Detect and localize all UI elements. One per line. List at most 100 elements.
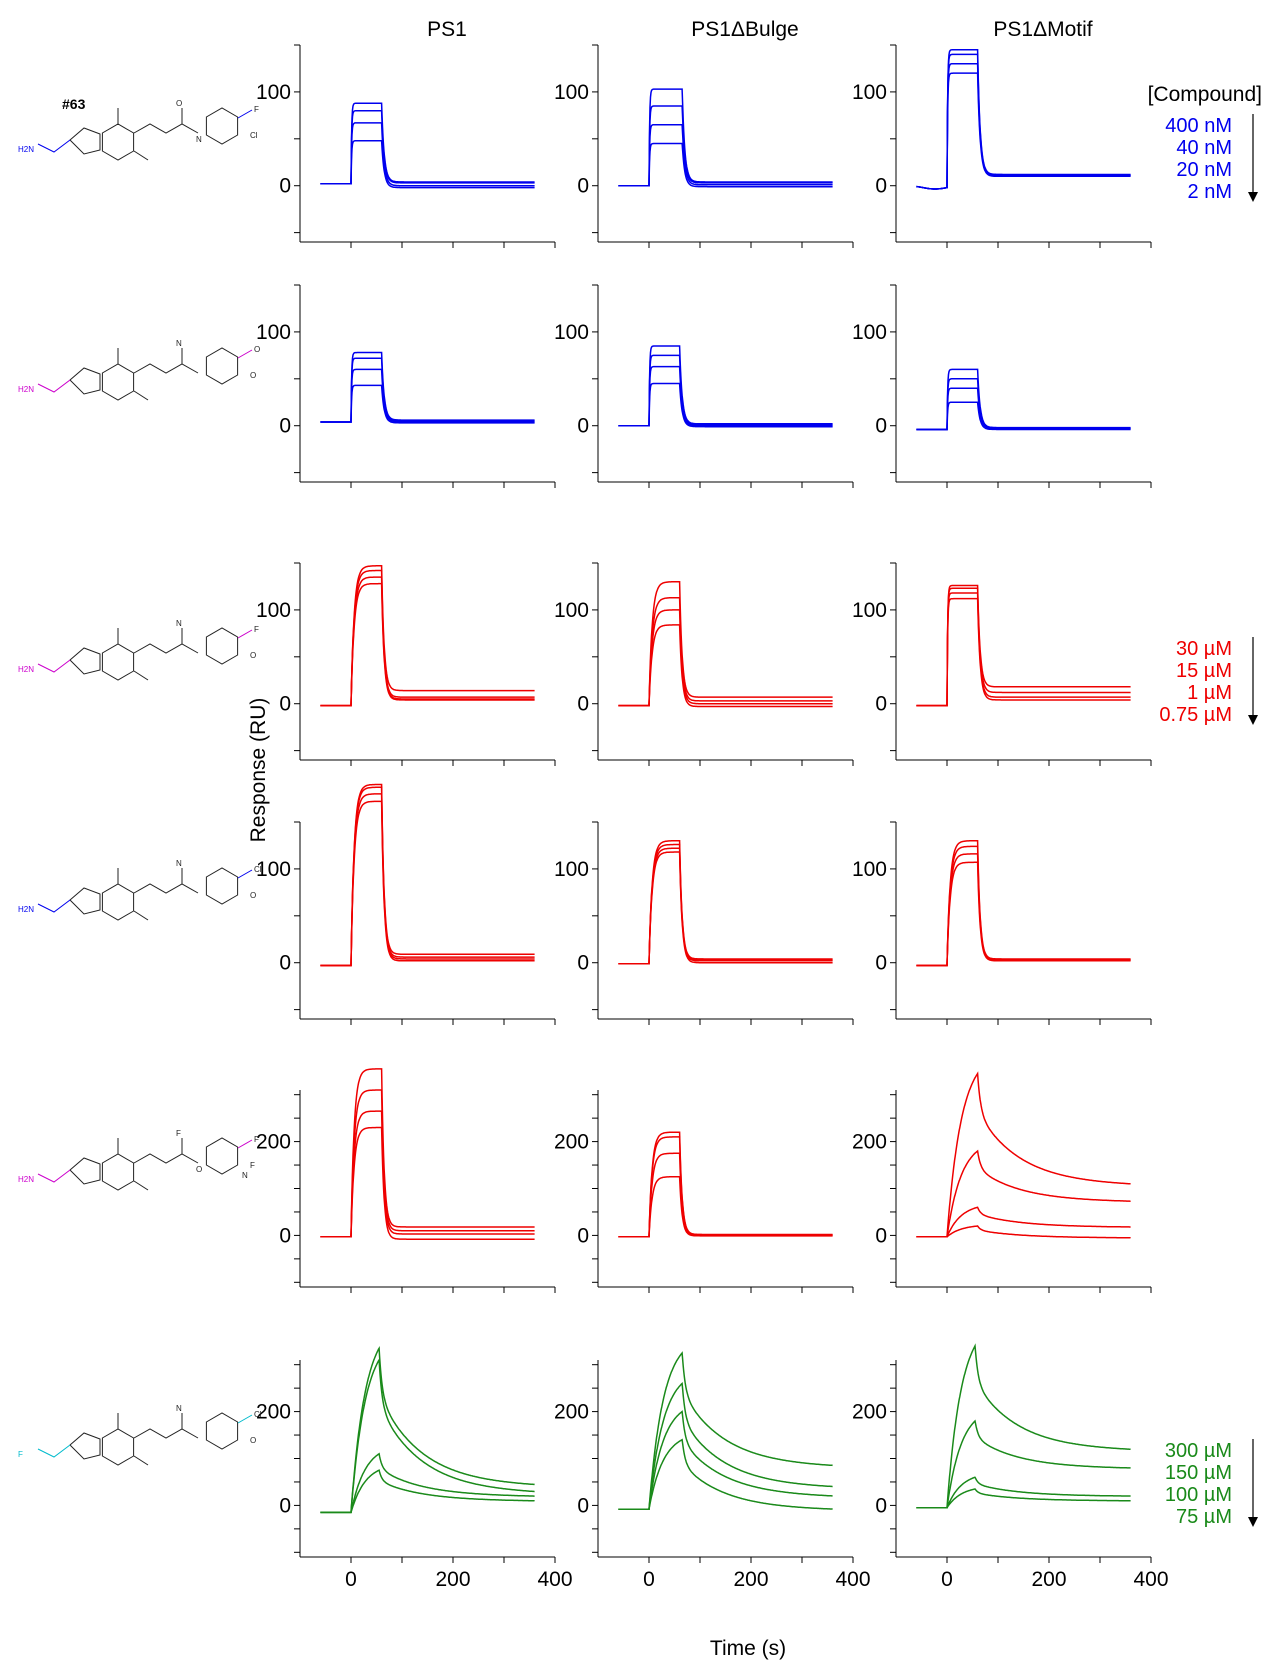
methyl-bond xyxy=(133,150,149,161)
sensorgram-trace-2 xyxy=(618,1382,833,1510)
atom-label: Cl xyxy=(254,1410,262,1419)
y-tick-label: 0 xyxy=(577,1224,589,1247)
atom-label: N xyxy=(196,135,202,144)
y-tick-label: 0 xyxy=(279,415,291,438)
sensorgram-trace-1 xyxy=(320,1068,535,1238)
molecule-structure-2: H2N O O N xyxy=(18,339,260,401)
sensorgram-trace-1 xyxy=(320,102,535,185)
atom-label: F xyxy=(176,1129,181,1138)
sensorgram-trace-1 xyxy=(320,351,535,423)
atom-label: N xyxy=(176,619,182,628)
sensorgram-trace-2 xyxy=(618,354,833,427)
triazole-ring xyxy=(69,1432,101,1460)
y-tick-label: 200 xyxy=(256,1131,291,1154)
atom-label: O xyxy=(250,371,256,380)
panel-r5-ps1-motif: 0 200 xyxy=(852,1071,1152,1293)
panel-r3-ps1-bulge: 0 100 xyxy=(554,562,854,766)
molecule-structure-5: H2N F F F O N xyxy=(18,1129,259,1191)
y-tick-label: 100 xyxy=(554,599,589,622)
atom-label: Cl xyxy=(254,865,262,874)
molecule-structure-6: F Cl O N xyxy=(18,1404,262,1466)
y-tick-label: 200 xyxy=(852,1401,887,1424)
concentration-label: 1 µM xyxy=(1187,682,1232,704)
sensorgram-trace-4 xyxy=(916,1225,1131,1239)
y-tick-label: 100 xyxy=(554,858,589,881)
concentration-label: 30 µM xyxy=(1176,638,1232,660)
ring-substituent xyxy=(237,109,253,119)
pyrimidine-ring xyxy=(101,1153,135,1191)
concentration-label: 400 nM xyxy=(1165,115,1232,137)
pyrimidine-ring xyxy=(101,643,135,681)
y-tick-label: 0 xyxy=(279,1224,291,1247)
phenyl-ring xyxy=(205,627,239,665)
panel-r3-ps1: 0 100 xyxy=(256,562,556,766)
atom-label: N xyxy=(176,339,182,348)
triazole-ring xyxy=(69,887,101,915)
sensorgram-trace-2 xyxy=(320,109,535,185)
y-tick-label: 100 xyxy=(554,81,589,104)
pyrimidine-ring xyxy=(101,883,135,921)
y-tick-label: 0 xyxy=(875,175,887,198)
sensorgram-trace-1 xyxy=(618,581,833,707)
atom-label: N xyxy=(176,1404,182,1413)
methyl-bond xyxy=(133,1180,149,1191)
sensorgram-trace-2 xyxy=(916,587,1131,707)
atom-label: Cl xyxy=(250,131,258,140)
pyrimidine-ring xyxy=(101,123,135,161)
atom-label: H2N xyxy=(18,905,34,914)
phenyl-ring xyxy=(205,1137,239,1175)
sensorgram-trace-2 xyxy=(320,1357,535,1514)
sensorgram-trace-3 xyxy=(916,63,1131,190)
sensorgram-trace-4 xyxy=(618,624,833,708)
panel-r3-ps1-motif: 0 100 xyxy=(852,562,1152,766)
sensorgram-trace-2 xyxy=(618,105,833,187)
y-tick-label: 200 xyxy=(256,1401,291,1424)
atom-label: O xyxy=(250,651,256,660)
panel-r2-ps1-motif: 0 100 xyxy=(852,284,1152,488)
sensorgram-trace-4 xyxy=(320,582,535,707)
sensorgram-trace-4 xyxy=(916,1488,1131,1509)
y-tick-label: 0 xyxy=(577,952,589,975)
sensorgram-trace-3 xyxy=(320,1110,535,1238)
linker-chain xyxy=(133,1428,199,1439)
y-tick-label: 200 xyxy=(554,1401,589,1424)
sensorgram-trace-4 xyxy=(320,384,535,424)
panel-r6-ps1-motif: 0 200 0 200 400 xyxy=(852,1343,1169,1591)
molecule-structure-4: H2N Cl O N xyxy=(18,859,262,921)
phenyl-ring xyxy=(205,867,239,905)
substituent-chain xyxy=(37,659,71,673)
sensorgram-trace-4 xyxy=(916,401,1131,431)
panel-r1-ps1: 0 100 xyxy=(256,44,556,248)
y-tick-label: 200 xyxy=(852,1131,887,1154)
y-tick-label: 100 xyxy=(256,321,291,344)
atom-label: H2N xyxy=(18,145,34,154)
y-tick-label: 0 xyxy=(875,415,887,438)
triazole-ring xyxy=(69,647,101,675)
panel-r6-ps1-bulge: 0 200 0 200 400 xyxy=(554,1351,871,1591)
triazole-ring xyxy=(69,1157,101,1185)
substituent-chain xyxy=(37,1169,71,1183)
panel-r4-ps1-bulge: 0 100 xyxy=(554,821,854,1025)
x-tick-label: 400 xyxy=(1133,1568,1168,1591)
atom-label: H2N xyxy=(18,665,34,674)
sensorgram-trace-1 xyxy=(618,345,833,427)
x-tick-label: 200 xyxy=(1031,1568,1066,1591)
sensorgram-trace-4 xyxy=(618,382,833,428)
sensorgram-trace-3 xyxy=(916,387,1131,431)
panel-r4-ps1-motif: 0 100 xyxy=(852,821,1152,1025)
sensorgram-trace-3 xyxy=(916,1206,1131,1238)
x-tick-label: 400 xyxy=(835,1568,870,1591)
molecule-structure-1: H2N F Cl O N xyxy=(18,99,259,161)
linker-chain xyxy=(133,883,199,894)
arrowhead-icon xyxy=(1248,192,1258,202)
pyrimidine-ring xyxy=(101,363,135,401)
concentration-label: 40 nM xyxy=(1176,137,1232,159)
x-tick-label: 200 xyxy=(733,1568,768,1591)
x-tick-label: 0 xyxy=(643,1568,655,1591)
sensorgram-trace-4 xyxy=(916,597,1131,707)
methyl-bond xyxy=(133,390,149,401)
triazole-ring xyxy=(69,367,101,395)
